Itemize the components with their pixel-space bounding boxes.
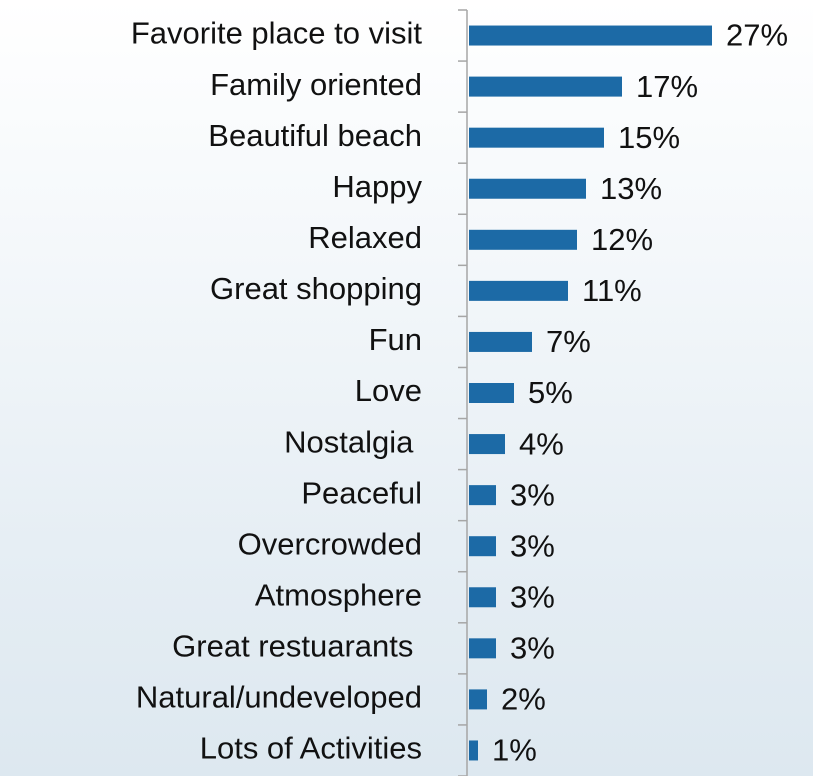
category-label: Lots of Activities <box>200 731 422 766</box>
category-label: Relaxed <box>308 220 422 255</box>
category-label: Peaceful <box>301 475 422 510</box>
value-label: 5% <box>528 375 573 410</box>
value-label: 7% <box>546 324 591 359</box>
value-label: 1% <box>492 733 537 768</box>
bar <box>469 331 532 352</box>
value-label: 3% <box>510 528 555 563</box>
value-label: 3% <box>510 579 555 614</box>
value-label: 13% <box>600 171 662 206</box>
bar <box>469 127 604 148</box>
bar <box>469 229 577 250</box>
value-label: 15% <box>618 120 680 155</box>
category-label: Great shopping <box>210 271 422 306</box>
value-label: 11% <box>582 273 642 308</box>
category-label: Atmosphere <box>255 577 422 612</box>
value-label: 3% <box>510 477 555 512</box>
category-label: Favorite place to visit <box>131 16 423 51</box>
value-label: 17% <box>636 69 698 104</box>
bar <box>469 434 505 455</box>
value-label: 4% <box>519 426 564 461</box>
value-label: 3% <box>510 631 555 666</box>
value-label: 12% <box>591 222 653 257</box>
bar <box>469 25 712 46</box>
category-label: Overcrowded <box>238 526 422 561</box>
category-label: Beautiful beach <box>208 118 422 153</box>
bar <box>469 740 478 761</box>
bar <box>469 638 496 659</box>
category-label: Natural/undeveloped <box>136 680 422 715</box>
category-label: Happy <box>332 169 422 204</box>
bar <box>469 689 487 710</box>
category-label: Nostalgia <box>284 424 422 459</box>
value-label: 2% <box>501 682 546 717</box>
category-label: Fun <box>369 322 422 357</box>
bar <box>469 76 622 97</box>
bar <box>469 178 586 199</box>
category-label: Great restuarants <box>172 629 422 664</box>
category-label: Family oriented <box>210 67 422 102</box>
bar <box>469 536 496 557</box>
bar <box>469 587 496 608</box>
bar <box>469 280 568 301</box>
bar <box>469 383 514 403</box>
value-label: 27% <box>726 18 788 53</box>
category-label: Love <box>355 373 422 408</box>
bar <box>469 485 496 506</box>
